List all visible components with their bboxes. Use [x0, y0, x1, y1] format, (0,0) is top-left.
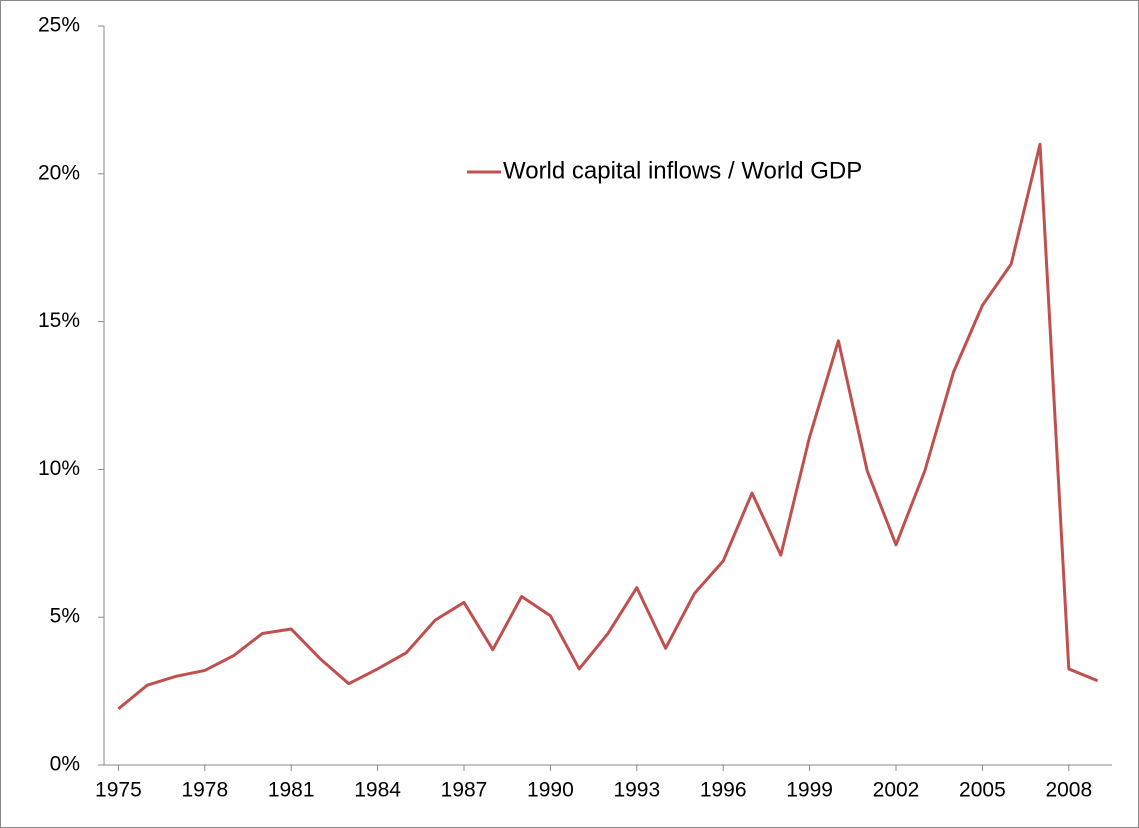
y-tick-label: 10%: [38, 457, 80, 480]
x-tick-label: 1987: [441, 779, 488, 802]
x-tick-label: 1984: [354, 779, 401, 802]
x-tick-label: 1975: [95, 779, 142, 802]
legend-label: World capital inflows / World GDP: [503, 157, 862, 184]
x-tick-label: 1999: [786, 779, 833, 802]
x-tick-label: 2002: [873, 779, 920, 802]
x-tick-label: 2008: [1045, 779, 1092, 802]
series-line: [117, 142, 1099, 710]
x-tick-label: 1990: [527, 779, 574, 802]
y-tick-label: 20%: [38, 161, 80, 184]
y-tick-label: 0%: [50, 753, 80, 776]
x-tick-label: 1996: [700, 779, 747, 802]
y-tick-label: 15%: [38, 309, 80, 332]
x-tick-label: 1993: [613, 779, 660, 802]
x-tick-label: 2005: [959, 779, 1006, 802]
x-tick-label: 1978: [181, 779, 228, 802]
y-tick-label: 25%: [38, 14, 80, 37]
x-tick-label: 1981: [268, 779, 315, 802]
y-tick-label: 5%: [50, 605, 80, 628]
